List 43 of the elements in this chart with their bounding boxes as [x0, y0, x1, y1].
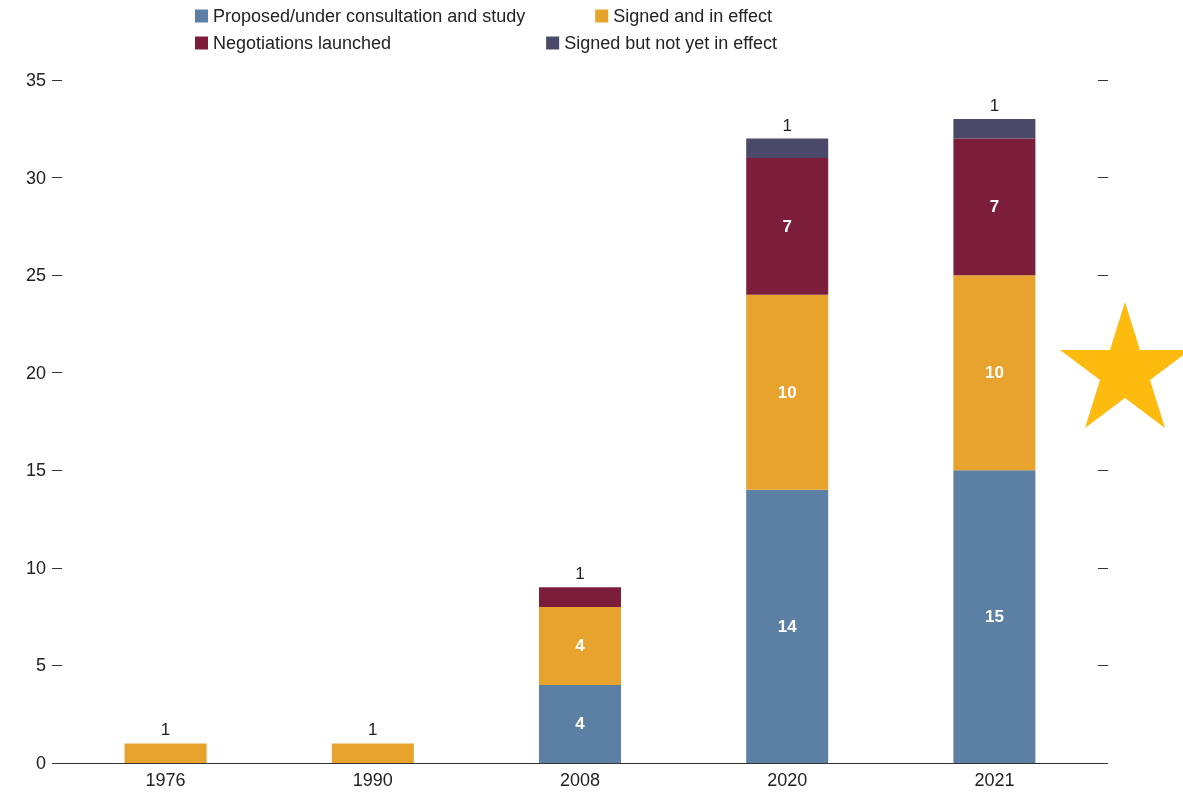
bar — [953, 275, 1036, 471]
bar — [953, 470, 1036, 763]
data-label: 10 — [777, 382, 797, 402]
data-label: 4 — [575, 714, 586, 734]
bar — [746, 489, 829, 763]
bar — [124, 743, 207, 763]
data-label: 1 — [160, 720, 171, 740]
y-tick-label: 30 — [25, 167, 46, 188]
x-tick-label: 2021 — [974, 770, 1015, 790]
bar — [746, 158, 829, 295]
y-tick-label: 0 — [35, 753, 46, 773]
bar — [539, 684, 621, 763]
legend-label: Proposed/under consultation and study — [213, 6, 526, 26]
y-tick-label: 5 — [35, 655, 46, 676]
data-label: 7 — [782, 216, 792, 236]
bar — [746, 294, 829, 490]
data-label: 1 — [575, 564, 585, 584]
data-label: 1 — [989, 96, 1000, 116]
y-tick-label: 20 — [25, 362, 46, 383]
data-label: 1 — [782, 115, 792, 135]
bar — [953, 119, 1036, 139]
legend-label: Signed and in effect — [613, 6, 863, 26]
y-tick-label: 25 — [25, 265, 46, 286]
bar — [539, 606, 621, 685]
x-tick-label: 2020 — [767, 770, 808, 790]
data-label: 15 — [984, 607, 1004, 627]
bar — [331, 743, 414, 763]
bar — [746, 138, 829, 159]
data-label: 7 — [989, 197, 1000, 217]
data-label: 10 — [984, 363, 1004, 383]
x-tick-label: 2008 — [559, 770, 601, 790]
y-tick-label: 10 — [25, 557, 46, 578]
legend-label: Negotiations launched — [213, 33, 477, 53]
bar — [539, 587, 621, 607]
data-label: 1 — [368, 720, 378, 740]
x-tick-label: 1990 — [352, 770, 393, 790]
data-label: 4 — [575, 636, 586, 656]
x-tick-label: 1976 — [145, 770, 186, 790]
bar — [953, 138, 1036, 276]
y-tick-label: 35 — [25, 70, 46, 90]
legend-label: Signed but not yet in effect — [564, 33, 827, 53]
data-label: 14 — [777, 616, 798, 636]
y-tick-label: 15 — [25, 460, 46, 481]
